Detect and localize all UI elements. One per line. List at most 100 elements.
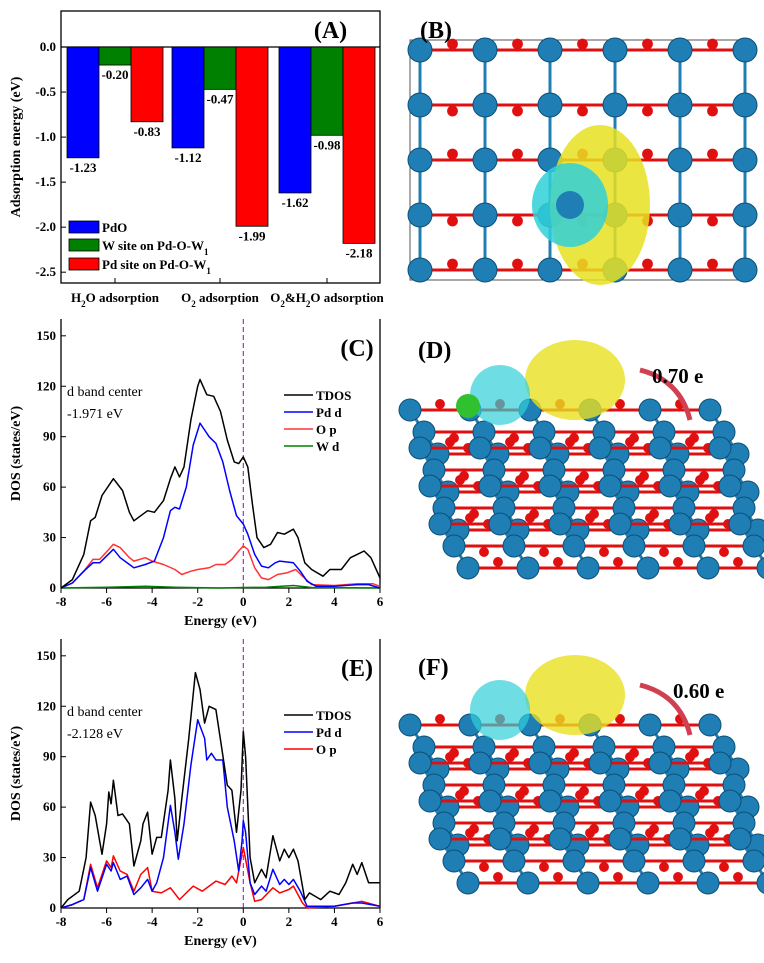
panel-a-bar-chart: 0.0 -0.5 -1.0 -1.5 -2.0 -2.5 -1.23 -1.12 -1.62 Pd… (9, 10, 384, 309)
pd-atom (576, 556, 600, 580)
annotation-line-1: d band center (67, 385, 143, 400)
w-atom (456, 394, 480, 418)
o-atom (705, 513, 715, 523)
charge-accumulation-blob (525, 340, 625, 420)
o-atom (575, 790, 585, 800)
x-tick-label: -2 (192, 914, 203, 929)
bar-value-label: -0.20 (101, 67, 128, 82)
legend-label: Pd d (316, 405, 342, 420)
bar-value-label: -0.83 (133, 124, 161, 139)
pd-atom (732, 257, 758, 283)
pd-atom (728, 512, 752, 536)
pd-atom (442, 849, 466, 873)
pd-atom (407, 202, 433, 228)
pd-atom (408, 436, 432, 460)
pd-atom (708, 751, 732, 775)
charge-depletion-blob (470, 680, 530, 740)
o-atom (447, 258, 458, 270)
o-atom (575, 475, 585, 485)
pd-atom (502, 849, 526, 873)
series-line-pd-d (60, 422, 381, 589)
y-tick-label: 150 (37, 328, 57, 343)
o-atom (577, 38, 588, 50)
o-atom (685, 437, 695, 447)
bar-w-site-on-pd-o-w1 (203, 46, 237, 90)
pd-atom (718, 789, 742, 813)
panel-label-a: (A) (314, 18, 347, 44)
pd-atom (708, 436, 732, 460)
y-tick-label: 0.0 (40, 39, 56, 54)
o-atom (445, 437, 455, 447)
pd-atom (472, 37, 498, 63)
panel-label: (E) (341, 656, 373, 682)
pd-atom (516, 556, 540, 580)
o-atom (479, 547, 489, 557)
o-atom (505, 437, 515, 447)
o-atom (512, 38, 523, 50)
panel-c-dos-chart: 0 30 60 90 120 150 -8 -6 -4 -2 0 2 4 6 TDOS Pd d O p W d d… (9, 319, 384, 629)
o-atom (695, 475, 705, 485)
o-atom (625, 752, 635, 762)
o-atom (512, 215, 523, 227)
o-atom (515, 790, 525, 800)
o-atom (525, 828, 535, 838)
o-atom (565, 752, 575, 762)
o-atom (707, 105, 718, 117)
pd-atom (638, 713, 662, 737)
o-atom (479, 862, 489, 872)
bar-value-label: -1.12 (174, 150, 201, 165)
pd-atom (418, 474, 442, 498)
bar-value-label: -0.47 (206, 91, 234, 106)
pd-atom (548, 827, 572, 851)
pd-atom (407, 257, 433, 283)
pd-atom (442, 534, 466, 558)
pd-atom (608, 827, 632, 851)
x-category-label: O2 adsorption (181, 290, 260, 309)
pd-atom (698, 713, 722, 737)
o-atom (447, 38, 458, 50)
pd-atom (516, 871, 540, 895)
o-atom (719, 547, 729, 557)
pd-atom (588, 436, 612, 460)
pd-atom (488, 827, 512, 851)
x-tick-label: -6 (101, 914, 112, 929)
pd-atom (638, 398, 662, 422)
o-atom (625, 437, 635, 447)
pd-atom (588, 751, 612, 775)
legend-label: W d (316, 439, 340, 454)
pd-atom (548, 512, 572, 536)
pd-atom (398, 713, 422, 737)
pd-atom (428, 512, 452, 536)
legend-swatch (68, 238, 100, 252)
bar-value-label: -1.99 (238, 228, 266, 243)
bar-pdo (66, 46, 100, 159)
o-atom (447, 215, 458, 227)
pd-atom (682, 534, 706, 558)
bar-value-label: -1.23 (69, 160, 97, 175)
legend-label: W site on Pd-O-W1 (102, 238, 209, 257)
pd-atom (562, 849, 586, 873)
pd-atom (667, 92, 693, 118)
pd-atom (418, 789, 442, 813)
pd-atom (756, 557, 764, 579)
bar-value-label: -1.62 (281, 195, 308, 210)
o-atom (585, 513, 595, 523)
o-atom (465, 513, 475, 523)
y-tick-label: 90 (43, 429, 56, 444)
o-atom (642, 38, 653, 50)
o-atom (707, 148, 718, 160)
bar-w-site-on-pd-o-w1 (98, 46, 132, 66)
pd-atom (668, 512, 692, 536)
x-tick-label: 4 (331, 914, 338, 929)
panel-e-dos-chart: 0 30 60 90 120 150 -8 -6 -4 -2 0 2 4 6 TDOS Pd d O p d ba… (9, 639, 384, 949)
pd-atom (472, 92, 498, 118)
o-atom (613, 872, 623, 882)
pd-atom (488, 512, 512, 536)
pd-atom (732, 202, 758, 228)
pd-atom (468, 751, 492, 775)
pd-atom (398, 398, 422, 422)
bar-value-label: -0.98 (313, 137, 341, 152)
o-atom (512, 258, 523, 270)
panel-label: (C) (340, 336, 373, 362)
o-atom (645, 513, 655, 523)
